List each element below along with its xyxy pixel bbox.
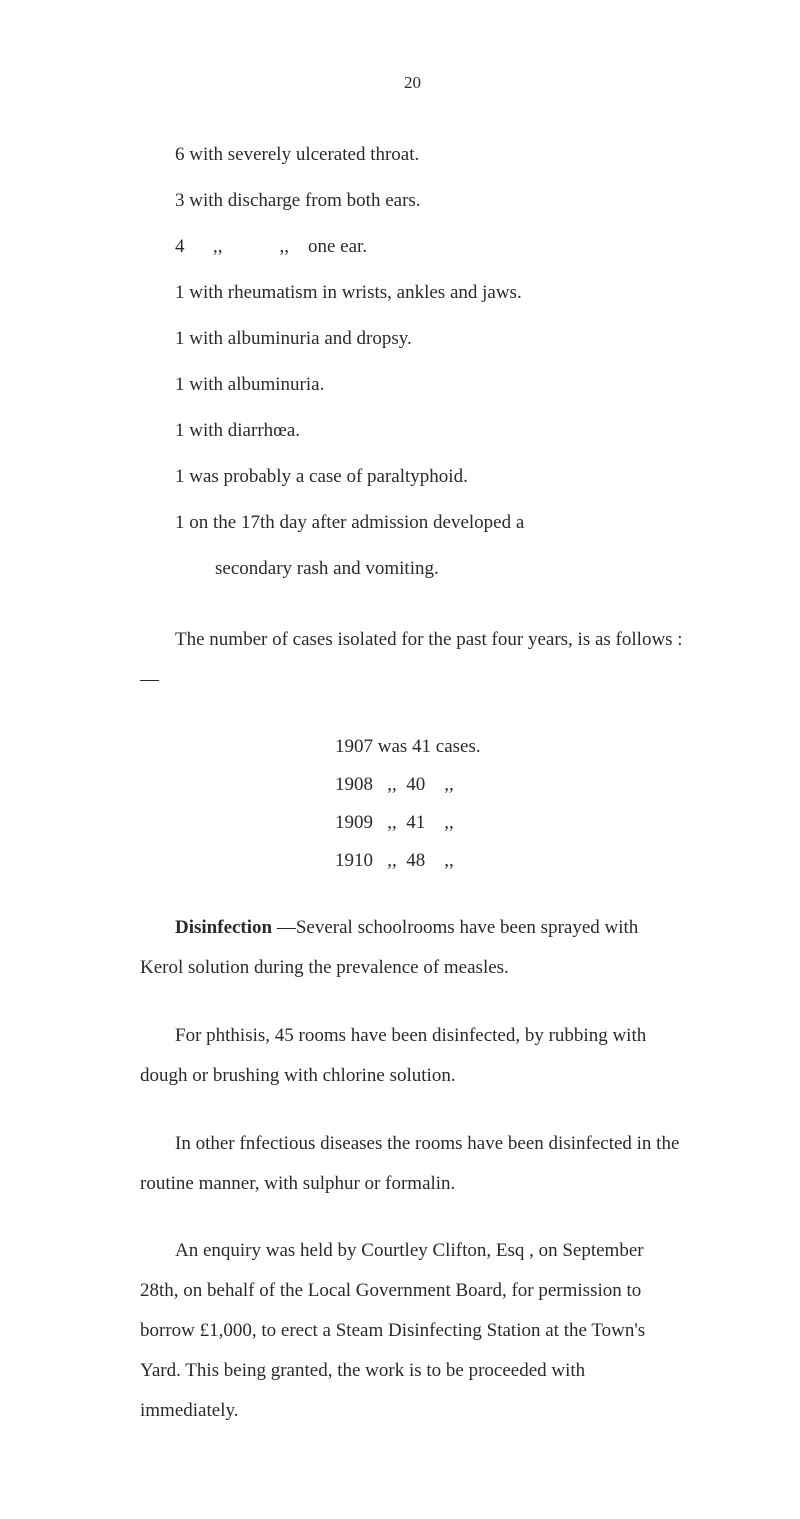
list-item: 3 with discharge from both ears.: [140, 182, 685, 220]
year-row: 1910 ,, 48 ,,: [335, 842, 685, 880]
list-item: 6 with severely ulcerated throat.: [140, 136, 685, 174]
list-item: 1 on the 17th day after admission develo…: [140, 504, 685, 542]
disinfection-heading: Disinfection: [175, 917, 272, 938]
paragraph-enquiry: An enquiry was held by Courtley Clifton,…: [140, 1231, 685, 1430]
list-item: 1 with diarrhœa.: [140, 412, 685, 450]
year-row: 1907 was 41 cases.: [335, 728, 685, 766]
list-item: 4 ,, ,, one ear.: [140, 228, 685, 266]
list-item: 1 with albuminuria.: [140, 366, 685, 404]
list-item: 1 was probably a case of paraltyphoid.: [140, 458, 685, 496]
list-item: 1 with albuminuria and dropsy.: [140, 320, 685, 358]
list-item-continuation: secondary rash and vomiting.: [140, 550, 685, 588]
paragraph-infectious: In other fnfectious diseases the rooms h…: [140, 1124, 685, 1204]
paragraph-follows-intro: The number of cases isolated for the pas…: [140, 620, 685, 700]
year-table: 1907 was 41 cases. 1908 ,, 40 ,, 1909 ,,…: [140, 728, 685, 880]
year-row: 1909 ,, 41 ,,: [335, 804, 685, 842]
list-item: 1 with rheumatism in wrists, ankles and …: [140, 274, 685, 312]
paragraph-phthisis: For phthisis, 45 rooms have been disinfe…: [140, 1016, 685, 1096]
year-row: 1908 ,, 40 ,,: [335, 766, 685, 804]
paragraph-disinfection: Disinfection —Several schoolrooms have b…: [140, 908, 685, 988]
page-number: 20: [140, 70, 685, 96]
page-container: 20 6 with severely ulcerated throat. 3 w…: [0, 0, 800, 1519]
case-list: 6 with severely ulcerated throat. 3 with…: [140, 136, 685, 588]
